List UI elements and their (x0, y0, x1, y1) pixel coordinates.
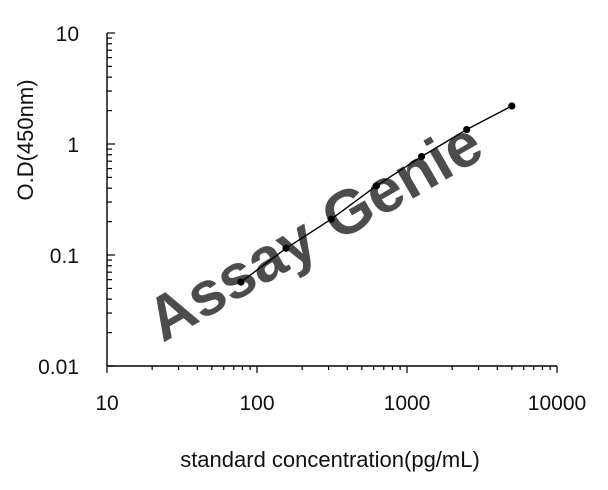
y-tick-label: 0.01 (38, 356, 79, 379)
tick-labels: 10 100 1000 10000 0.01 0.1 1 10 (38, 23, 586, 415)
x-tick-label: 10000 (528, 392, 586, 415)
data-point (327, 215, 335, 223)
x-tick-label: 10 (95, 392, 118, 415)
ticks (106, 32, 558, 373)
x-axis-title: standard concentration(pg/mL) (180, 447, 480, 472)
axes (106, 33, 557, 367)
data-point (282, 244, 290, 252)
data-point (417, 152, 426, 161)
y-tick-label: 10 (56, 23, 79, 46)
y-tick-label: 1 (67, 134, 79, 157)
data-point (237, 278, 245, 286)
data-point (463, 125, 471, 134)
data-point (508, 102, 516, 110)
watermark-assay: Assay (135, 204, 328, 355)
y-axis-title: O.D(450nm) (13, 79, 38, 200)
x-tick-label: 100 (239, 392, 274, 415)
data-point (372, 182, 380, 190)
data-series (237, 102, 516, 286)
x-tick-label: 1000 (384, 392, 431, 415)
y-tick-label: 0.1 (50, 245, 79, 268)
